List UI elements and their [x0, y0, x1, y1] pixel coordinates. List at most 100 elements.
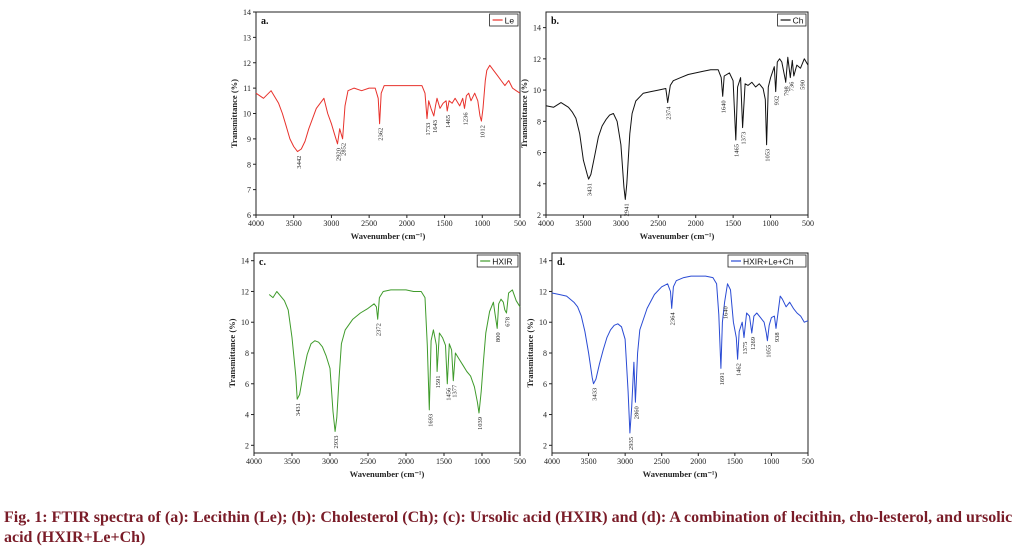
- caption-lead: Fig. 1:: [4, 509, 48, 526]
- y-tick-label: 6: [543, 380, 547, 389]
- y-axis-label: Transmittance (%): [525, 318, 535, 387]
- legend-label: HXIR+Le+Ch: [743, 257, 794, 267]
- x-tick-label: 4000: [544, 457, 560, 466]
- x-tick-label: 4000: [538, 219, 554, 228]
- legend-box: [777, 13, 807, 27]
- y-tick-label: 6: [247, 211, 251, 220]
- peak-label: 1377: [451, 384, 458, 398]
- y-tick-label: 4: [543, 411, 547, 420]
- peak-label: 800: [495, 332, 502, 342]
- peak-label: 938: [774, 332, 781, 342]
- x-tick-label: 4000: [248, 219, 264, 228]
- peak-label: 3431: [587, 183, 594, 196]
- peak-label: 2935: [628, 437, 635, 450]
- spectrum-line: [551, 275, 809, 434]
- peak-label: 3431: [295, 403, 302, 416]
- peak-label: 2920: [335, 148, 342, 161]
- plot-frame: [545, 11, 809, 216]
- y-tick-label: 13: [243, 33, 251, 42]
- x-tick-label: 500: [802, 457, 814, 466]
- peak-label: 1012: [479, 125, 486, 138]
- panel-2: 4000 3500 3000 2500 2000 1500 1000 500 2 4 6 8 10 12 1…: [519, 11, 814, 241]
- x-tick-label: 1500: [437, 219, 453, 228]
- peak-label: 3442: [296, 156, 303, 169]
- x-axis-label: Wavenumber (cm⁻¹): [350, 469, 425, 479]
- y-axis-label: Transmittance (%): [229, 79, 239, 148]
- peak-label: 678: [504, 317, 511, 327]
- y-tick-label: 8: [543, 349, 547, 358]
- x-tick-label: 500: [514, 219, 526, 228]
- peak-label: 2933: [333, 435, 340, 448]
- legend-box: [727, 254, 807, 268]
- y-tick-label: 10: [243, 110, 251, 119]
- peak-label: 1039: [477, 417, 484, 430]
- x-tick-label: 1000: [474, 219, 490, 228]
- peak-label: 2860: [633, 406, 640, 419]
- plot-frame: [255, 11, 521, 216]
- y-axis-label: Transmittance (%): [519, 79, 529, 148]
- x-tick-label: 3000: [613, 219, 629, 228]
- x-tick-label: 500: [802, 219, 814, 228]
- spectrum-line: [255, 64, 521, 153]
- y-tick-label: 10: [539, 318, 547, 327]
- figure-caption: Fig. 1: FTIR spectra of (a): Lecithin (L…: [4, 508, 1029, 548]
- peak-label: 1055: [765, 345, 772, 358]
- x-tick-label: 1500: [725, 219, 741, 228]
- peak-label: 1373: [741, 132, 748, 145]
- peak-label: 798: [784, 86, 791, 96]
- y-tick-label: 12: [243, 59, 251, 68]
- x-axis-label: Wavenumber (cm⁻¹): [643, 469, 718, 479]
- x-tick-label: 2000: [399, 219, 415, 228]
- x-tick-label: 3500: [284, 457, 300, 466]
- panel-4: 4000 3500 3000 2500 2000 1500 1000 500 2 4 6 8 10 12 1…: [525, 252, 814, 479]
- x-tick-label: 3000: [323, 219, 339, 228]
- y-tick-label: 12: [539, 287, 547, 296]
- peak-label: 932: [774, 96, 781, 106]
- x-tick-label: 2500: [360, 457, 376, 466]
- peak-label: 2852: [341, 143, 348, 156]
- caption-text: FTIR spectra of (a): Lecithin (Le); (b):…: [4, 509, 1013, 546]
- peak-label: 1236: [462, 112, 469, 126]
- x-tick-label: 1000: [474, 457, 490, 466]
- peak-label: 1053: [765, 149, 772, 162]
- peak-label: 1465: [734, 144, 741, 157]
- peak-label: 1456: [445, 387, 452, 401]
- peak-label: 1691: [719, 372, 726, 385]
- y-tick-label: 2: [245, 441, 249, 450]
- y-tick-label: 12: [533, 55, 541, 64]
- y-tick-label: 11: [243, 84, 251, 93]
- x-tick-label: 3500: [581, 457, 597, 466]
- peak-label: 2374: [666, 106, 673, 120]
- legend-label: Le: [505, 16, 515, 26]
- y-tick-label: 6: [245, 380, 249, 389]
- x-tick-label: 4000: [246, 457, 262, 466]
- x-tick-label: 500: [514, 457, 526, 466]
- legend-label: Ch: [793, 16, 804, 26]
- x-tick-label: 1000: [763, 219, 779, 228]
- ftir-figure: 4000 3500 3000 2500 2000 1500 1000 500678910111…: [227, 8, 814, 479]
- peak-label: 1465: [445, 115, 452, 128]
- legend-label: HXIR: [492, 257, 512, 267]
- panel-1: 4000 3500 3000 2500 2000 1500 1000 500 6 7 8 9 10 11 1…: [229, 8, 526, 241]
- x-axis-label: Wavenumber (cm⁻¹): [640, 231, 715, 241]
- x-tick-label: 1500: [436, 457, 452, 466]
- x-tick-label: 2000: [398, 457, 414, 466]
- panel-label: d.: [557, 257, 566, 268]
- peak-label: 2362: [378, 128, 385, 141]
- spectrum-line: [268, 289, 521, 432]
- peak-label: 736: [788, 81, 795, 92]
- x-tick-label: 2000: [688, 219, 704, 228]
- y-tick-label: 14: [533, 24, 541, 33]
- spectrum-line: [545, 56, 809, 200]
- x-tick-label: 1500: [727, 457, 743, 466]
- y-tick-label: 4: [245, 411, 249, 420]
- peak-label: 1269: [750, 337, 757, 350]
- legend-box: [476, 254, 519, 268]
- y-tick-label: 14: [241, 257, 249, 266]
- y-tick-label: 2: [543, 441, 547, 450]
- y-tick-label: 8: [247, 160, 251, 169]
- x-tick-label: 2500: [654, 457, 670, 466]
- peak-label: 2372: [376, 323, 383, 336]
- x-tick-label: 2000: [690, 457, 706, 466]
- panel-label: a.: [261, 16, 269, 27]
